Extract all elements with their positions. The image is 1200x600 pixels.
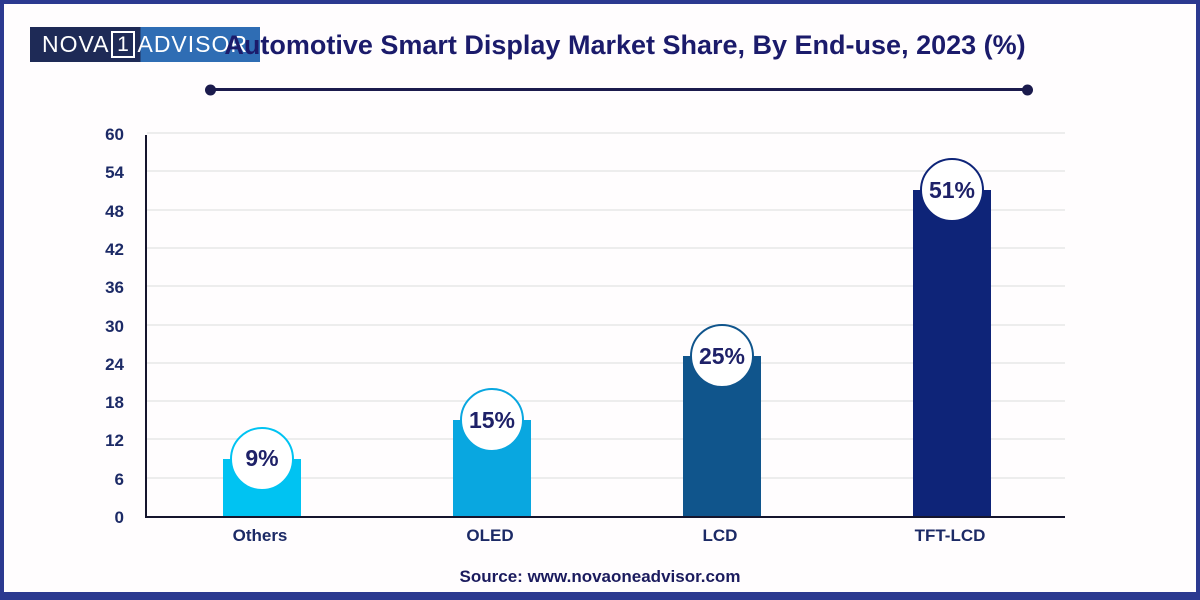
gridline: [147, 361, 1065, 364]
chart-title: Automotive Smart Display Market Share, B…: [224, 30, 1026, 60]
bar-slot: 51%: [837, 135, 1067, 516]
y-tick-label: 12: [105, 431, 124, 451]
y-axis-labels: 0 6 12 18 24 30 36 42 48 54 60: [90, 125, 138, 527]
value-badge: 51%: [920, 158, 984, 223]
x-tick-label: Others: [232, 526, 288, 545]
source-text: Source: www.novaoneadvisor.com: [459, 567, 741, 586]
underline-left-dot-icon: [205, 84, 216, 95]
y-tick-label: 24: [105, 354, 124, 374]
x-tick-label: LCD: [702, 526, 738, 545]
bar-slot: 15%: [377, 135, 607, 516]
y-tick-label: 0: [114, 508, 124, 527]
logo-one-box: 1: [111, 31, 136, 58]
title-underline: [205, 84, 1033, 95]
gridline: [147, 438, 1065, 441]
gridline: [147, 400, 1065, 403]
bar-others: 9%: [223, 426, 301, 516]
y-tick-label: 60: [105, 125, 124, 144]
bar-slot: 9%: [147, 135, 377, 516]
y-tick-label: 18: [105, 393, 124, 413]
bar-slot: 25%: [607, 135, 837, 516]
gridline: [147, 246, 1065, 249]
gridline: [147, 132, 1065, 134]
x-tick-label: OLED: [466, 526, 514, 545]
underline-right-dot-icon: [1022, 84, 1033, 95]
gridline: [147, 476, 1065, 479]
y-tick-label: 6: [114, 469, 124, 489]
x-axis-labels: Others OLED LCD TFT-LCD: [145, 526, 1065, 550]
x-tick-label: TFT-LCD: [914, 526, 986, 545]
plot-area: 9% 15% 25% 51%: [145, 132, 1067, 518]
value-badge: 15%: [460, 388, 524, 453]
y-tick-label: 36: [105, 278, 124, 298]
bar-tft-lcd: 51%: [913, 158, 991, 516]
gridline: [147, 208, 1065, 211]
y-tick-label: 48: [105, 201, 124, 221]
y-tick-label: 42: [105, 239, 124, 259]
value-badge: 25%: [690, 324, 754, 389]
brand-logo: NOVA 1 ADVISOR: [30, 27, 261, 62]
logo-text-nova: NOVA: [42, 31, 110, 57]
gridline: [147, 323, 1065, 326]
bar-lcd: 25%: [683, 324, 761, 516]
gridline: [147, 170, 1065, 173]
logo-text-advisor: ADVISOR: [137, 31, 249, 57]
y-tick-label: 54: [105, 163, 124, 183]
y-tick-label: 30: [105, 316, 124, 336]
value-badge: 9%: [230, 426, 294, 491]
gridline: [147, 285, 1065, 288]
bar-oled: 15%: [453, 388, 531, 516]
